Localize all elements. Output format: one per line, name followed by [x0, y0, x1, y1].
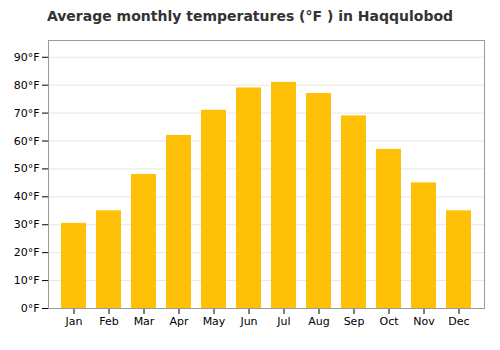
svg-text:70°F: 70°F — [14, 107, 40, 120]
svg-text:Jun: Jun — [239, 315, 257, 328]
svg-text:Jan: Jan — [65, 315, 83, 328]
html-text:Average monthly temperatures (: Average monthly temperatures (°F ) in Ha… — [46, 8, 454, 24]
svg-text:60°F: 60°F — [14, 135, 40, 148]
svg-text:May: May — [203, 315, 226, 328]
svg-text:30°F: 30°F — [14, 218, 40, 231]
svg-text:Dec: Dec — [448, 315, 469, 328]
svg-text:Feb: Feb — [99, 315, 118, 328]
svg-text:20°F: 20°F — [14, 246, 40, 259]
svg-text:50°F: 50°F — [14, 162, 40, 175]
svg-text:Aug: Aug — [308, 315, 329, 328]
svg-text:Nov: Nov — [413, 315, 435, 328]
svg-text:80°F: 80°F — [14, 79, 40, 92]
svg-text:40°F: 40°F — [14, 190, 40, 203]
svg-text:Jul: Jul — [276, 315, 290, 328]
svg-text:Oct: Oct — [379, 315, 399, 328]
svg-text:90°F: 90°F — [14, 51, 40, 64]
svg-text:Apr: Apr — [169, 315, 189, 328]
svg-text:0°F: 0°F — [21, 302, 40, 315]
svg-text:Sep: Sep — [344, 315, 365, 328]
svg-text:Mar: Mar — [134, 315, 155, 328]
svg-text:10°F: 10°F — [14, 274, 40, 287]
